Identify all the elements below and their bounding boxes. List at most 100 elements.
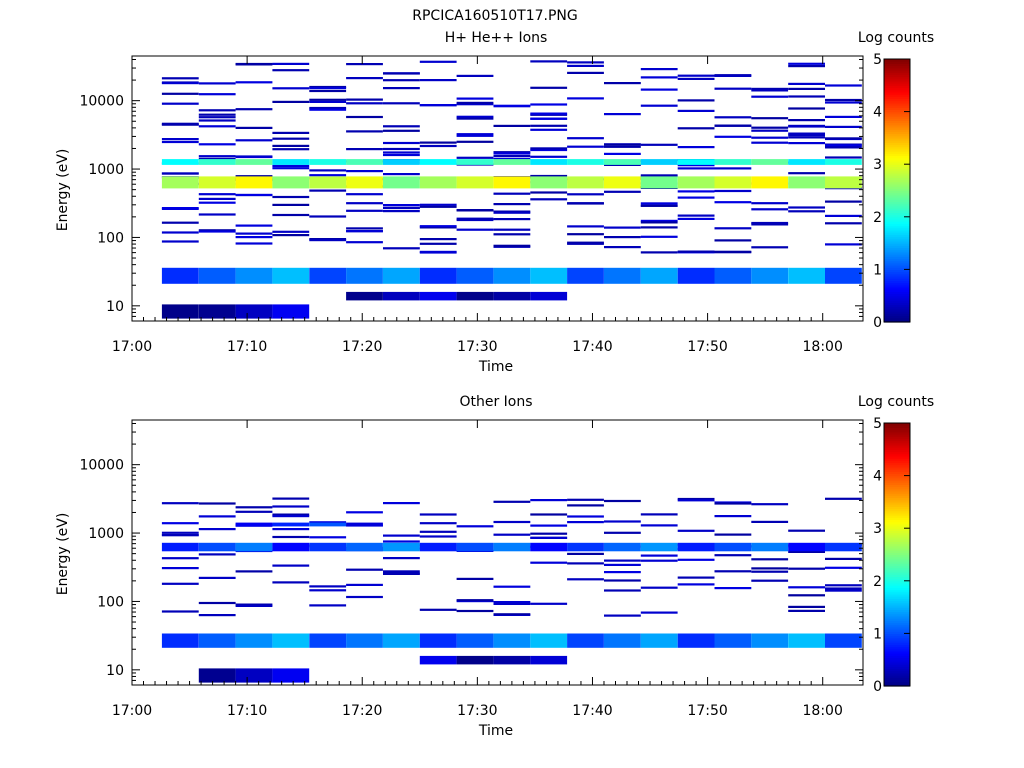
- colorbar-segment: [884, 137, 910, 141]
- colorbar-segment: [884, 289, 910, 292]
- colorbar-segment: [884, 622, 910, 626]
- heatmap-cell: [530, 147, 568, 150]
- heatmap-cell: [788, 542, 825, 552]
- heatmap-cell: [825, 497, 862, 500]
- heatmap-cell: [493, 211, 531, 214]
- heatmap-cell: [272, 164, 310, 167]
- heatmap-cell: [604, 159, 641, 165]
- heatmap-cell: [383, 141, 420, 145]
- heatmap-cell: [346, 102, 383, 105]
- heatmap-cell: [235, 232, 273, 235]
- colorbar-segment: [884, 317, 910, 321]
- colorbar-segment: [884, 458, 910, 461]
- heatmap-cell: [272, 633, 310, 648]
- heatmap-cell: [788, 206, 825, 209]
- heatmap-cell: [235, 603, 273, 606]
- colorbar-segment: [884, 624, 910, 628]
- heatmap-cell: [567, 97, 604, 100]
- heatmap-cell: [309, 87, 347, 90]
- colorbar-segment: [884, 162, 910, 165]
- heatmap-cell: [640, 513, 678, 516]
- colorbar-segment: [884, 148, 910, 152]
- heatmap-cell: [640, 204, 678, 207]
- heatmap-cell: [825, 243, 862, 246]
- colorbar-tick-label: 3: [873, 521, 882, 537]
- heatmap-cell: [346, 202, 383, 205]
- heatmap-cell: [751, 221, 789, 225]
- colorbar-segment: [884, 655, 910, 659]
- colorbar-segment: [884, 205, 910, 209]
- colorbar-segment: [884, 157, 910, 161]
- heatmap-cell: [677, 217, 715, 220]
- colorbar-segment: [884, 442, 910, 446]
- colorbar-segment: [884, 295, 910, 299]
- colorbar-segment: [884, 260, 910, 264]
- colorbar-segment: [884, 611, 910, 615]
- heatmap-cell: [383, 79, 420, 82]
- heatmap-cell: [714, 239, 752, 242]
- heatmap-cell: [640, 143, 678, 146]
- heatmap-cell: [419, 655, 457, 665]
- x-tick-label: 17:40: [572, 339, 612, 355]
- heatmap-cell: [419, 530, 457, 533]
- colorbar-segment: [884, 440, 910, 444]
- colorbar-segment: [884, 469, 910, 472]
- colorbar-segment: [884, 473, 910, 477]
- heatmap-cell: [825, 200, 862, 203]
- heatmap-cell: [825, 542, 862, 552]
- colorbar-segment: [884, 72, 910, 75]
- heatmap-cell: [825, 214, 862, 217]
- heatmap-cell: [309, 215, 347, 218]
- colorbar-segment: [884, 523, 910, 527]
- heatmap-cell: [604, 614, 641, 617]
- colorbar-segment: [884, 313, 910, 317]
- heatmap-cell: [493, 157, 531, 160]
- colorbar-segment: [884, 543, 910, 547]
- heatmap-cell: [714, 227, 752, 230]
- heatmap-cell: [677, 499, 715, 502]
- colorbar-tick-label: 5: [873, 416, 882, 432]
- heatmap-cell: [567, 267, 604, 284]
- heatmap-cell: [235, 668, 273, 683]
- colorbar-segment: [884, 637, 910, 641]
- heatmap-cell: [640, 633, 678, 648]
- heatmap-cell: [235, 159, 273, 165]
- colorbar-segment: [884, 74, 910, 78]
- colorbar-segment: [884, 510, 910, 514]
- heatmap-cell: [825, 84, 862, 87]
- colorbar-segment: [884, 78, 910, 82]
- colorbar-segment: [884, 486, 910, 490]
- heatmap-cell: [825, 557, 862, 560]
- heatmap-cell: [346, 230, 383, 233]
- heatmap-cell: [751, 117, 789, 120]
- colorbar-segment: [884, 113, 910, 117]
- colorbar-segment: [884, 80, 910, 84]
- colorbar-segment: [884, 493, 910, 496]
- heatmap-cell: [604, 571, 641, 574]
- colorbar-segment: [884, 201, 910, 205]
- heatmap-cell: [161, 240, 199, 243]
- heatmap-cell: [714, 587, 752, 590]
- x-tick-label: 17:30: [457, 339, 497, 355]
- heatmap-cell: [161, 77, 199, 80]
- colorbar-segment: [884, 194, 910, 198]
- colorbar-segment: [884, 578, 910, 582]
- heatmap-cell: [198, 633, 236, 648]
- colorbar-segment: [884, 319, 910, 323]
- heatmap-cell: [346, 115, 383, 119]
- heatmap-cell: [751, 126, 789, 129]
- plot-frame: [131, 55, 864, 322]
- colorbar-segment: [884, 436, 910, 439]
- heatmap-cell: [419, 225, 457, 228]
- colorbar-segment: [884, 133, 910, 137]
- y-tick-label: 10: [106, 663, 124, 679]
- heatmap-cell: [604, 145, 641, 148]
- colorbar-segment: [884, 311, 910, 314]
- heatmap-cell: [198, 113, 236, 116]
- heatmap-cell: [198, 229, 236, 232]
- heatmap-cell: [198, 82, 236, 85]
- heatmap-cell: [346, 633, 383, 648]
- heatmap-cell: [198, 155, 236, 158]
- colorbar-segment: [884, 475, 910, 479]
- heatmap-cell: [640, 611, 678, 614]
